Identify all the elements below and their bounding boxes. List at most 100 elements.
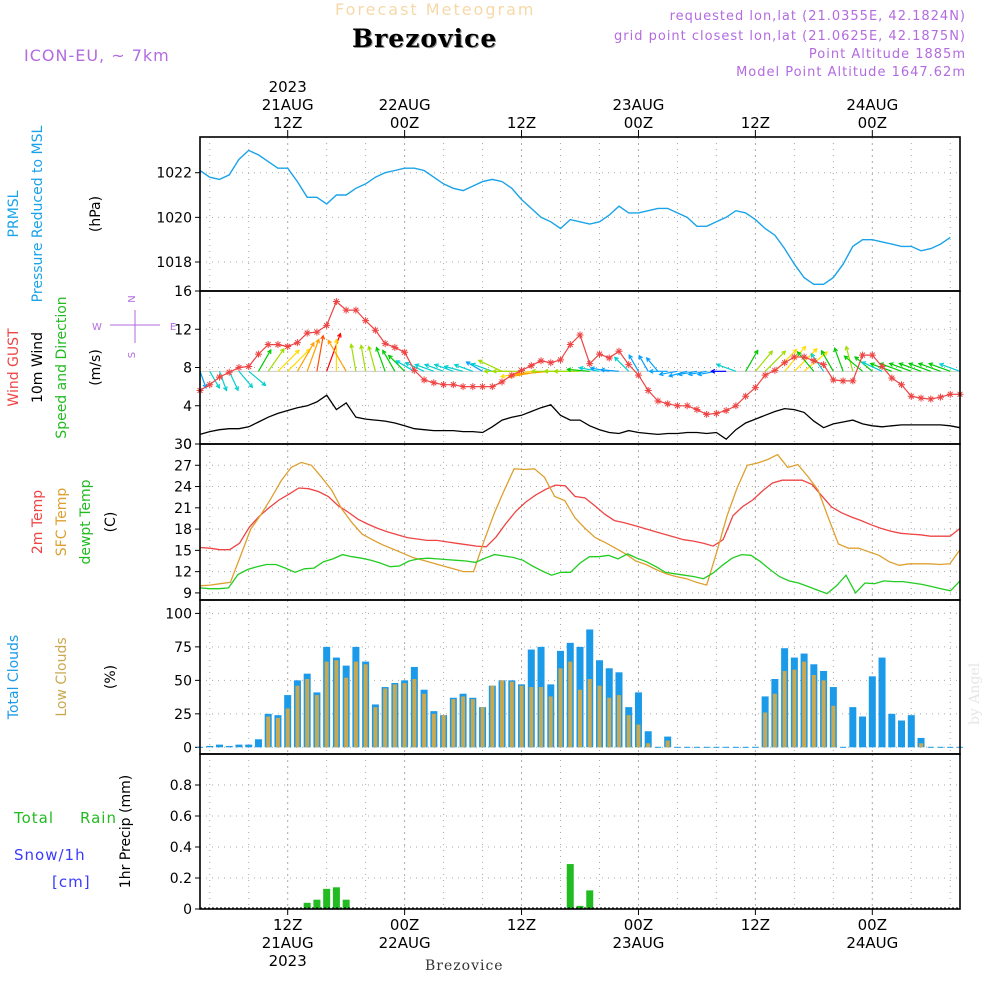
gust-point bbox=[888, 374, 896, 382]
wind-arrow-head bbox=[566, 367, 572, 373]
y-tick-label: 0.4 bbox=[170, 840, 192, 856]
wind-arrow-head bbox=[349, 343, 355, 349]
gust-point bbox=[868, 351, 876, 359]
top-time-label: 21AUG bbox=[262, 96, 314, 114]
wind-arrow-head bbox=[294, 349, 300, 355]
bottom-time-label: 23AUG bbox=[612, 934, 664, 952]
wind-arrow-head bbox=[375, 346, 380, 352]
wind-arrow-head bbox=[781, 350, 787, 356]
total-cloud-bar bbox=[898, 720, 906, 748]
wind-arrow-head bbox=[315, 338, 320, 344]
bottom-time-label: 00Z bbox=[624, 916, 653, 934]
wind-arrow-head bbox=[869, 362, 875, 367]
low-cloud-bar bbox=[772, 693, 777, 748]
total-cloud-bar bbox=[215, 744, 223, 748]
y-tick-label: 25 bbox=[174, 707, 192, 723]
wind-arrow-head bbox=[677, 371, 683, 377]
wind-arrow-head bbox=[844, 345, 850, 351]
low-cloud-bar bbox=[509, 681, 514, 748]
wind-arrow bbox=[600, 369, 620, 372]
gust-point bbox=[410, 366, 418, 374]
wind-arrow-head bbox=[854, 356, 860, 361]
y-tick-label: 0 bbox=[183, 437, 192, 453]
requested-coords: requested lon,lat (21.0355E, 42.1824N) bbox=[669, 9, 966, 24]
low-cloud-bar bbox=[587, 679, 592, 748]
gust-point bbox=[654, 397, 662, 405]
low-cloud-bar bbox=[314, 695, 319, 748]
bottom-time-label: 12Z bbox=[741, 916, 770, 934]
wind-arrow-head bbox=[553, 368, 559, 374]
top-time-label: 22AUG bbox=[379, 96, 431, 114]
top-time-label: 00Z bbox=[624, 114, 653, 132]
wind-arrow bbox=[764, 350, 786, 372]
wind-arrow bbox=[659, 370, 678, 376]
panel-frame bbox=[199, 753, 961, 910]
wind-arrow bbox=[375, 347, 386, 372]
wind-arrow-head bbox=[248, 383, 254, 389]
total-cloud-bar bbox=[634, 692, 642, 748]
wind-arrow bbox=[444, 365, 464, 372]
compass-n-label: N bbox=[127, 295, 138, 302]
wind-arrow-head bbox=[414, 363, 420, 369]
gust-point bbox=[771, 366, 779, 374]
wind-arrow bbox=[415, 364, 435, 372]
wind-arrow bbox=[209, 371, 220, 389]
wind-arrow-head bbox=[453, 363, 459, 369]
gust-point bbox=[927, 395, 935, 403]
wind-arrow bbox=[199, 371, 207, 388]
wind-arrow-head bbox=[222, 386, 228, 392]
wind-arrow bbox=[845, 346, 854, 372]
wind-arrow bbox=[424, 364, 444, 372]
gust-point bbox=[859, 351, 867, 359]
gust-point bbox=[332, 298, 340, 306]
wind-arrow bbox=[821, 350, 834, 372]
gust-point bbox=[644, 386, 652, 394]
wind-arrow-head bbox=[465, 361, 471, 366]
wind-arrow-head bbox=[578, 365, 584, 371]
bottom-time-label: 12Z bbox=[507, 916, 536, 934]
gust-point bbox=[800, 353, 808, 361]
wind-arrow bbox=[889, 362, 912, 372]
wind-arrow bbox=[784, 346, 806, 372]
rain-bar bbox=[323, 888, 331, 909]
wind-arrow-head bbox=[599, 367, 605, 373]
gust-point bbox=[430, 379, 438, 387]
wind-arrow-head bbox=[938, 362, 944, 368]
y-axis-label: (m/s) bbox=[88, 349, 104, 386]
wind-arrow-head bbox=[687, 371, 693, 377]
wind-arrow-head bbox=[796, 351, 802, 357]
wind-arrow-head bbox=[530, 368, 536, 374]
wind-arrow-head bbox=[801, 345, 807, 351]
gust-point bbox=[595, 350, 603, 358]
low-cloud-bar bbox=[305, 679, 310, 748]
point-altitude: Point Altitude 1885m bbox=[808, 47, 966, 62]
wind-arrow-head bbox=[658, 371, 664, 377]
wind-arrow-head bbox=[710, 368, 716, 374]
low-cloud-bar bbox=[558, 668, 563, 748]
wind-arrow bbox=[316, 335, 324, 372]
rain-bar bbox=[586, 890, 594, 909]
rain-bar bbox=[342, 899, 350, 909]
gust-point bbox=[751, 384, 759, 392]
low-cloud-bar bbox=[451, 699, 456, 748]
wind-arrow-head bbox=[812, 347, 818, 353]
top-time-label: 12Z bbox=[273, 114, 302, 132]
y-axis-label: (C) bbox=[103, 512, 119, 533]
gust-point bbox=[479, 383, 487, 391]
rain-bar bbox=[313, 899, 321, 909]
gust-point bbox=[293, 339, 301, 347]
gust-point bbox=[342, 306, 350, 314]
top-time-label: 2023 bbox=[269, 78, 307, 96]
low-cloud-bar bbox=[295, 685, 300, 748]
gust-point bbox=[693, 406, 701, 414]
gust-point bbox=[722, 407, 730, 415]
wind-arrow-head bbox=[280, 347, 285, 353]
wind-arrow bbox=[277, 349, 300, 372]
gust-point bbox=[547, 359, 555, 367]
gust-point bbox=[362, 317, 370, 325]
gust-point bbox=[245, 363, 253, 371]
temp-2m-line bbox=[199, 479, 961, 551]
y-axis-label: 2m Temp bbox=[30, 490, 46, 554]
gust-point bbox=[712, 409, 720, 417]
wind-arrow bbox=[754, 350, 773, 372]
